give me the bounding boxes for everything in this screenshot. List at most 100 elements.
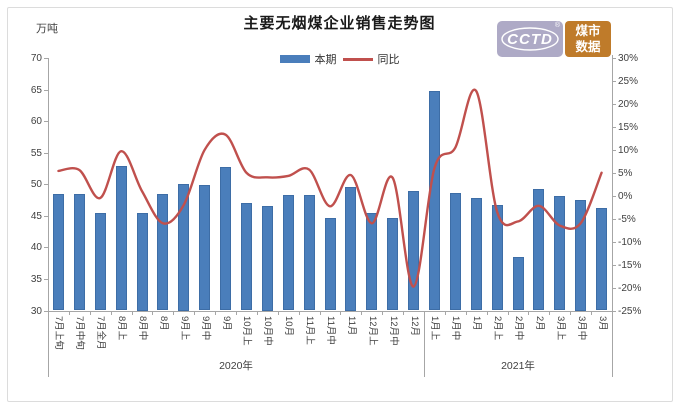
left-axis-tick-label: 55 [30, 147, 42, 159]
right-axis-tick-label: 30% [618, 53, 639, 64]
left-axis-tick-label: 40 [30, 242, 42, 254]
x-axis-category-label: 8月 [157, 315, 169, 331]
legend-item-yoy: 同比 [342, 51, 400, 67]
x-axis-tick [68, 310, 70, 315]
bar [596, 207, 608, 311]
legend-label-current-period: 本期 [314, 54, 337, 66]
right-axis-tick [612, 149, 616, 151]
bar [554, 196, 566, 311]
right-axis-tick [612, 103, 616, 105]
x-axis-tick [89, 310, 91, 315]
x-axis-tick [403, 310, 405, 315]
bar [52, 194, 64, 311]
x-axis-tick [549, 310, 551, 315]
x-axis-tick [570, 310, 572, 315]
right-axis-tick-label: 20% [618, 98, 639, 110]
x-axis-category-label: 12月上 [366, 315, 378, 346]
x-axis-tick [110, 310, 112, 315]
cctd-logo-wordmark: CCTD ® [497, 21, 563, 57]
bar [115, 165, 127, 311]
bar [387, 218, 399, 311]
bar [491, 205, 503, 311]
bar [261, 206, 273, 311]
left-axis-tick [44, 89, 48, 91]
x-axis-tick [361, 310, 363, 315]
right-axis-tick [612, 287, 616, 289]
left-axis-tick [44, 184, 48, 186]
x-axis-category-label: 9月中 [199, 315, 211, 340]
right-axis-tick-label: 25% [618, 75, 639, 87]
right-axis-tick-label: -15% [618, 259, 642, 271]
year-group-separator [612, 310, 613, 377]
x-axis-category-label: 12月中 [387, 315, 399, 346]
x-axis-tick [194, 310, 196, 315]
left-axis-tick [44, 310, 48, 312]
left-axis-tick [44, 215, 48, 217]
bar [157, 194, 169, 311]
left-axis-tick-label: 65 [30, 84, 42, 96]
bar [282, 194, 294, 311]
x-axis-category-label: 1月上 [429, 315, 441, 340]
bar [408, 191, 420, 311]
x-axis-category-label: 7月全月 [95, 315, 107, 350]
x-axis-tick [444, 310, 446, 315]
x-axis-tick [486, 310, 488, 315]
cctd-orbit-icon [501, 27, 559, 51]
left-axis-tick-label: 70 [30, 53, 42, 64]
x-axis-tick [236, 310, 237, 315]
x-axis-tick [528, 310, 530, 315]
registered-mark-icon: ® [554, 22, 560, 29]
bar [470, 198, 482, 311]
left-axis-tick-label: 45 [30, 210, 42, 222]
x-axis-category-label: 2月 [533, 315, 545, 331]
x-axis-category-label: 9月上 [178, 315, 190, 340]
bar [449, 193, 461, 311]
left-axis-tick-label: 30 [30, 305, 42, 317]
left-axis-tick-label: 60 [30, 116, 42, 128]
x-axis-category-label: 8月中 [137, 315, 148, 340]
x-axis-category-label: 11月上 [304, 315, 316, 345]
x-axis-tick [319, 310, 321, 315]
legend: 本期 同比 [0, 51, 679, 67]
right-axis-tick [612, 241, 616, 243]
line-series-swatch-icon [342, 57, 373, 61]
x-axis-tick [382, 310, 384, 315]
x-axis-category-label: 9月 [220, 315, 232, 331]
x-axis-category-label: 7月上旬 [53, 315, 65, 350]
right-axis-tick [612, 264, 616, 266]
right-axis-line [612, 55, 613, 311]
x-axis-tick [591, 310, 593, 315]
right-axis-tick-label: 15% [618, 121, 639, 133]
left-axis-tick-label: 35 [30, 273, 42, 285]
x-axis-category-label: 11月 [345, 315, 357, 335]
legend-item-current-period: 本期 [279, 51, 337, 67]
x-axis-category-label: 3月上 [554, 315, 566, 340]
right-axis-tick-label: 10% [618, 144, 639, 156]
x-axis-category-label: 3月 [596, 315, 608, 331]
x-axis-category-label: 7月中旬 [74, 315, 86, 350]
x-axis-tick [152, 310, 154, 315]
bar [178, 184, 190, 311]
x-axis-tick [256, 310, 258, 315]
right-axis-tick-label: 0% [618, 190, 633, 202]
x-axis-tick [131, 310, 133, 315]
bar [533, 188, 545, 311]
left-axis-tick [44, 247, 48, 249]
bar-series-swatch-icon [279, 55, 310, 63]
left-axis-tick-label: 50 [30, 179, 42, 191]
x-axis-category-label: 1月中 [450, 315, 462, 340]
x-axis-tick [298, 310, 300, 315]
legend-label-yoy: 同比 [377, 54, 400, 66]
left-axis-tick [44, 58, 48, 59]
bar [94, 213, 106, 311]
right-axis-tick-label: -10% [618, 236, 642, 248]
bar [428, 91, 440, 311]
right-axis-tick [612, 80, 616, 82]
x-axis-tick [507, 310, 509, 315]
left-axis-unit-label: 万吨 [36, 23, 58, 35]
chart-title: 主要无烟煤企业销售走势图 [243, 16, 436, 32]
left-axis-tick [44, 278, 48, 280]
year-group-separator [48, 310, 49, 377]
x-axis-tick [340, 310, 342, 315]
